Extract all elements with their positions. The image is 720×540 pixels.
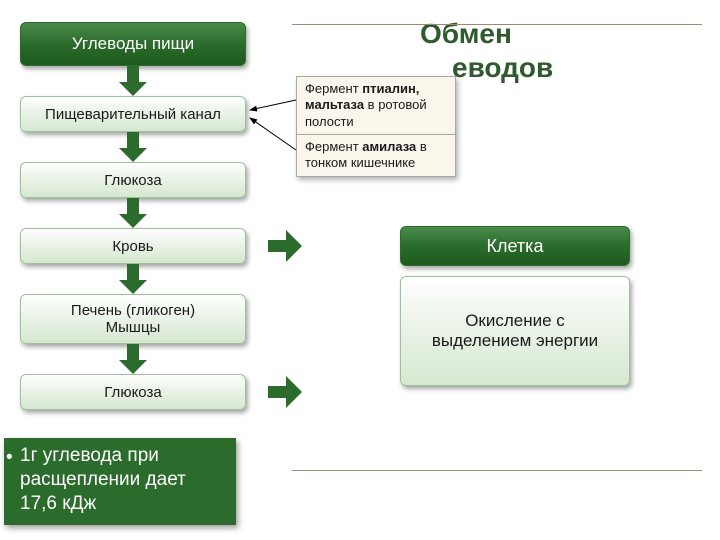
box-cell-body-label: Окисление с выделением энергии xyxy=(419,311,611,351)
fact-text: 1г углевода при расщеплении дает 17,6 кД… xyxy=(20,444,226,515)
box-cell-body: Окисление с выделением энергии xyxy=(400,276,630,386)
box-cell-header-label: Клетка xyxy=(487,236,544,257)
fact-box: • 1г углевода при расщеплении дает 17,6 … xyxy=(4,438,236,525)
bullet-icon: • xyxy=(6,446,13,470)
box-cell-header: Клетка xyxy=(400,226,630,266)
